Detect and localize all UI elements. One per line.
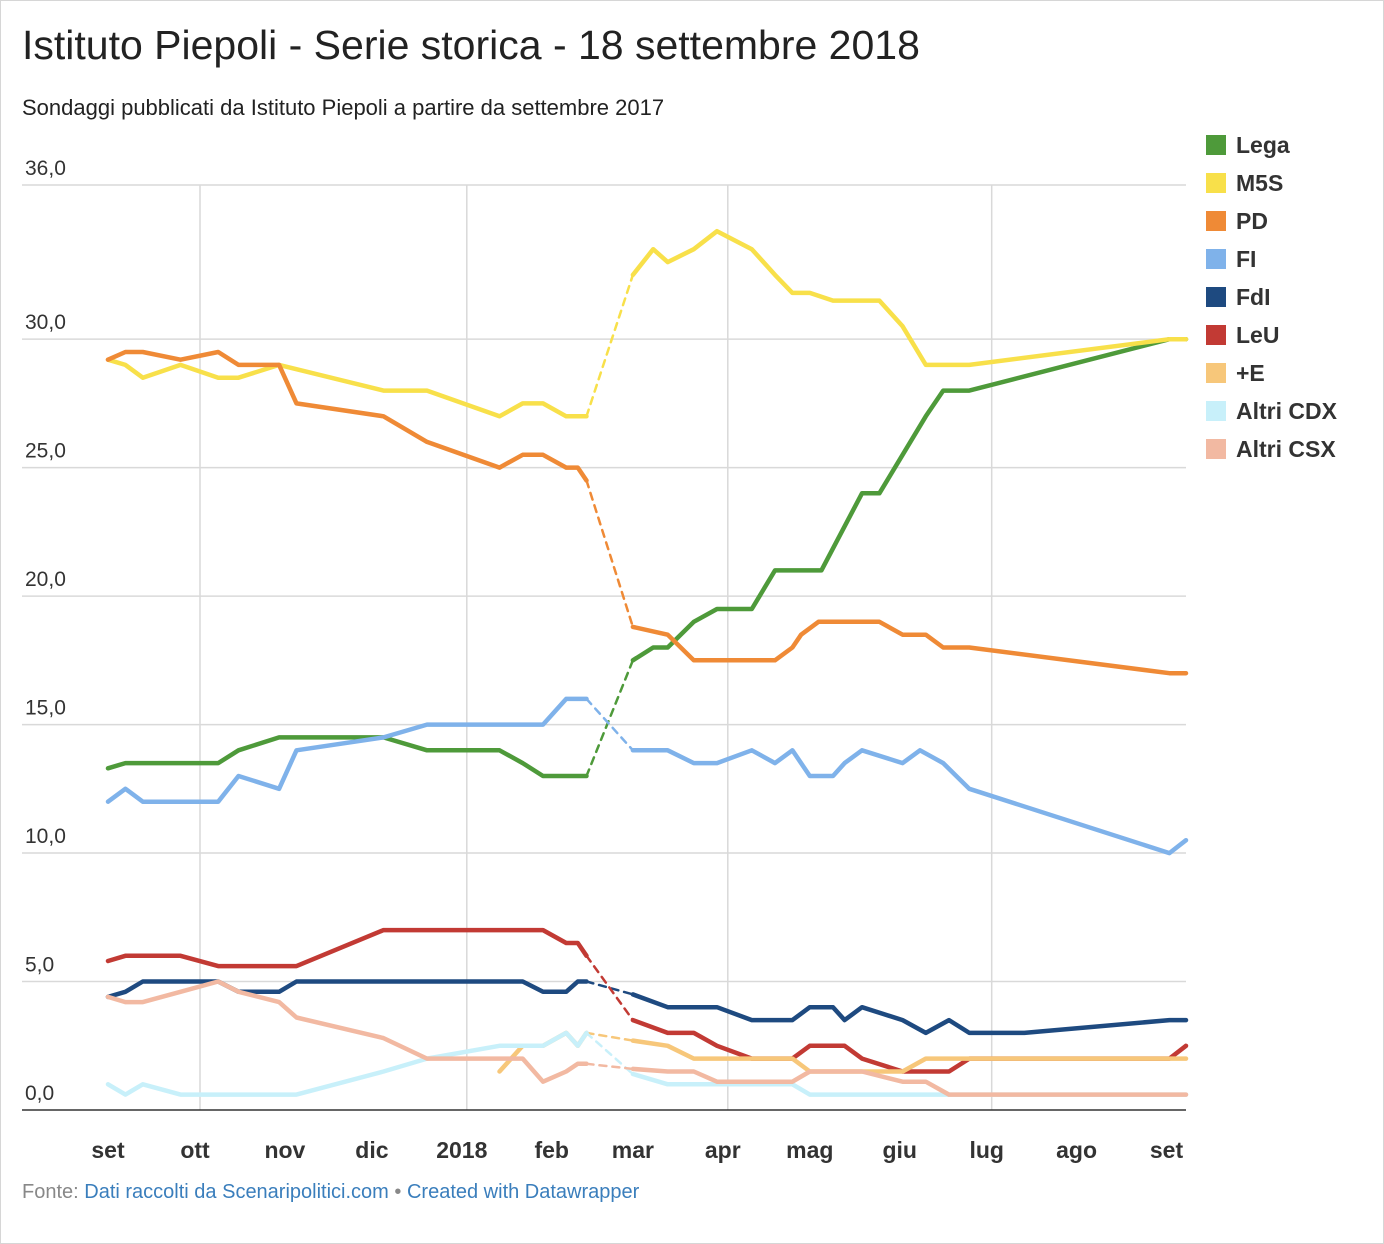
series-line-fdi (585, 980, 635, 996)
series-line-m5s (585, 273, 635, 418)
series-line-altri-cdx (105, 1030, 589, 1097)
series-line-altri-csx (585, 1062, 635, 1071)
x-tick-label: set (91, 1137, 125, 1163)
y-axis: 36,0 30,0 25,0 20,0 15,0 10,0 5,0 0,0 (25, 157, 66, 1105)
series-line-altri-cdx (630, 1071, 1189, 1097)
legend-item: FI (1206, 240, 1337, 278)
legend-label: Lega (1236, 131, 1290, 158)
x-tick-label: mar (612, 1137, 654, 1163)
series-line-leu (105, 927, 589, 969)
x-tick-label: lug (969, 1137, 1004, 1163)
legend-swatch (1206, 173, 1226, 193)
legend-swatch (1206, 363, 1226, 383)
legend-swatch (1206, 135, 1226, 155)
x-tick-label: feb (534, 1137, 569, 1163)
series-line-fdi (105, 979, 589, 1000)
y-tick-label: 25,0 (25, 440, 66, 463)
series-line-fi (585, 697, 635, 752)
legend-swatch (1206, 249, 1226, 269)
x-tick-label: mag (786, 1137, 833, 1163)
legend-item: FdI (1206, 278, 1337, 316)
legend-swatch (1206, 287, 1226, 307)
series-line-altri-csx (105, 979, 589, 1084)
chart-subtitle: Sondaggi pubblicati da Istituto Piepoli … (22, 95, 665, 120)
legend-swatch (1206, 211, 1226, 231)
legend-label: Altri CDX (1236, 397, 1337, 424)
legend-item: Lega (1206, 126, 1337, 164)
series-line-pd (585, 479, 635, 629)
legend-label: M5S (1236, 169, 1284, 196)
legend-label: FdI (1236, 283, 1271, 310)
legend-item: Altri CDX (1206, 392, 1337, 430)
footer-separator: • (394, 1181, 402, 1203)
series-line-leu (585, 954, 635, 1022)
y-tick-label: 15,0 (25, 697, 66, 720)
x-tick-label: dic (355, 1137, 388, 1163)
x-tick-label: ott (180, 1137, 210, 1163)
series-line--e (585, 1031, 635, 1042)
legend-item: PD (1206, 202, 1337, 240)
source-link[interactable]: Dati raccolti da Scenaripolitici.com (84, 1181, 389, 1203)
x-tick-label: ago (1056, 1137, 1097, 1163)
series-line-altri-csx (630, 1066, 1189, 1097)
y-tick-label: 36,0 (25, 157, 66, 180)
series-line-m5s (630, 228, 1189, 368)
series-line-fdi (630, 992, 1189, 1036)
y-tick-label: 0,0 (25, 1082, 54, 1105)
x-tick-label: apr (705, 1137, 741, 1163)
legend-item: M5S (1206, 164, 1337, 202)
series-line-pd (630, 619, 1189, 676)
y-tick-label: 5,0 (25, 954, 54, 977)
y-tick-label: 30,0 (25, 311, 66, 334)
series-line-pd (105, 349, 589, 483)
series-line-fi (630, 748, 1189, 856)
series-lines (105, 228, 1189, 1097)
x-tick-label: giu (882, 1137, 917, 1163)
series-line-lega (630, 336, 1189, 663)
legend-label: Altri CSX (1236, 435, 1336, 462)
x-axis: set ott nov dic 2018 feb mar apr mag giu lug ago set (91, 1137, 1183, 1163)
legend-label: PD (1236, 207, 1268, 234)
legend: Lega M5S PD FI FdI LeU +E Altri CDX Altri CSX (1206, 126, 1337, 468)
grid-lines (22, 184, 1186, 1111)
legend-item: LeU (1206, 316, 1337, 354)
x-tick-label: nov (264, 1137, 305, 1163)
legend-swatch (1206, 439, 1226, 459)
series-line-fi (105, 696, 589, 804)
footer: Fonte: Dati raccolti da Scenaripolitici.… (22, 1181, 639, 1204)
legend-item: Altri CSX (1206, 430, 1337, 468)
y-tick-label: 10,0 (25, 825, 66, 848)
legend-label: FI (1236, 245, 1257, 272)
x-tick-label: 2018 (436, 1137, 487, 1163)
legend-label: LeU (1236, 321, 1280, 348)
series-line-lega (585, 659, 635, 778)
series-line-m5s (105, 357, 589, 419)
datawrapper-link[interactable]: Created with Datawrapper (406, 1181, 640, 1203)
legend-swatch (1206, 325, 1226, 345)
legend-item: +E (1206, 354, 1337, 392)
y-tick-label: 20,0 (25, 568, 66, 591)
x-tick-label: set (1150, 1137, 1184, 1163)
footer-prefix: Fonte: (22, 1181, 79, 1203)
chart-title: Istituto Piepoli - Serie storica - 18 se… (22, 22, 920, 68)
legend-swatch (1206, 401, 1226, 421)
legend-label: +E (1236, 359, 1265, 386)
